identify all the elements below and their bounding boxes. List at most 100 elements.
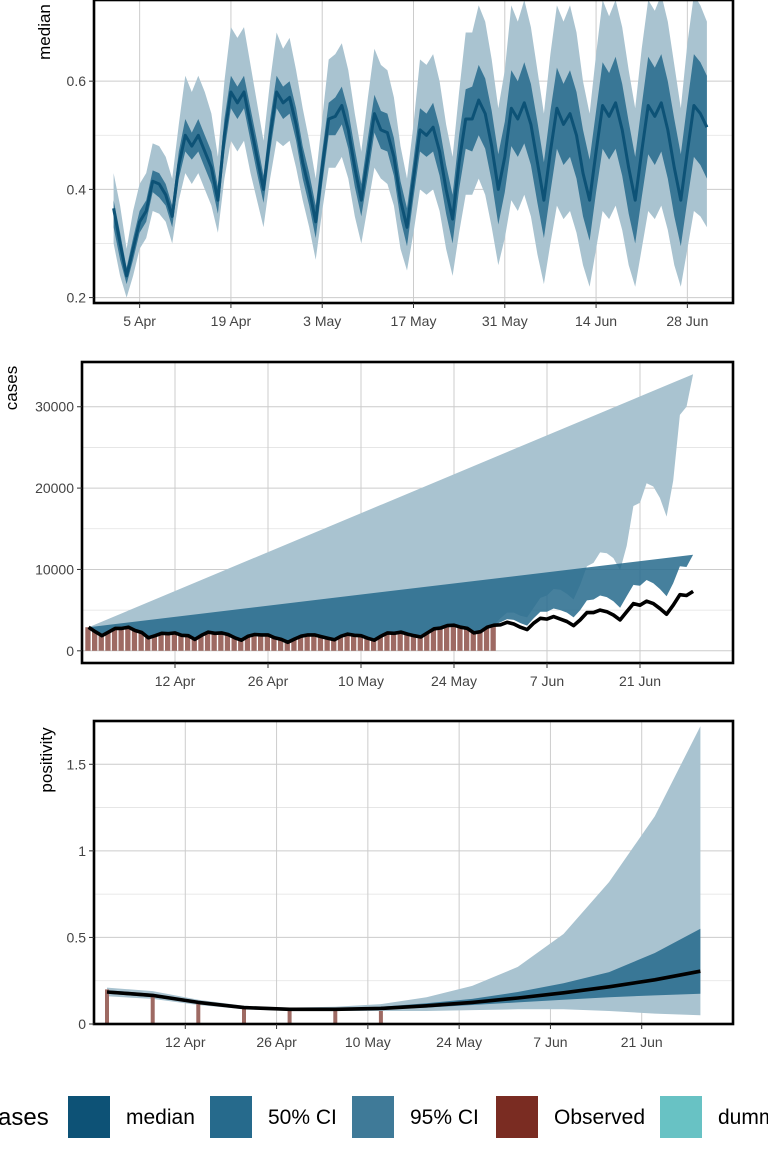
cases-panel-x-tick-label: 10 May: [338, 673, 384, 689]
cases-panel-frame: [80, 360, 735, 665]
median-panel: 0.2 0.4 0.6 5 Apr 19 Apr 3 May 17 May 31 May 14…: [35, 0, 735, 329]
observed-bar: [105, 632, 111, 651]
observed-bar: [444, 625, 450, 651]
observed-bar: [417, 637, 423, 651]
cases-panel-x-tick-label: 12 Apr: [155, 673, 196, 689]
observed-bar: [297, 636, 304, 651]
observed-bar: [464, 628, 470, 651]
observed-bar: [371, 640, 377, 651]
positivity-panel-ci50-band: [107, 928, 701, 1011]
positivity-panel-x-tick-label: 10 May: [345, 1034, 391, 1050]
cases-panel-y-tick-label: 10000: [35, 561, 74, 577]
observed-bar: [196, 1001, 201, 1024]
median-panel-x-tick-label: 31 May: [482, 313, 528, 329]
cases-panel-x-ticks: 12 Apr 26 Apr 10 May 24 May 7 Jun 21 Jun: [155, 663, 661, 689]
observed-bar: [337, 636, 344, 651]
legend-label: 50% CI: [268, 1106, 337, 1129]
observed-bar: [185, 635, 191, 651]
observed-bar: [450, 625, 456, 651]
positivity-panel-observed-bars: [105, 989, 383, 1024]
positivity-panel-estimate-line: [106, 969, 701, 1012]
cases-panel-ci50-area: [88, 554, 694, 643]
observed-bar: [191, 639, 197, 651]
observed-bar: [331, 639, 337, 651]
median-panel-x-tick-label: 28 Jun: [666, 313, 708, 329]
observed-bar: [118, 628, 124, 651]
observed-bar: [390, 633, 397, 651]
observed-bar: [490, 625, 496, 651]
observed-bar: [264, 634, 270, 651]
observed-bar: [410, 635, 417, 651]
observed-bar: [98, 635, 104, 651]
observed-bar: [158, 633, 164, 651]
positivity-panel-x-tick-label: 26 Apr: [256, 1034, 297, 1050]
median-panel-y-ticks: 0.2 0.4 0.6: [67, 73, 94, 306]
observed-bar: [404, 634, 410, 651]
observed-bar: [430, 628, 437, 651]
positivity-panel-ci95-area: [107, 726, 701, 1016]
observed-bar: [311, 634, 317, 651]
legend-label: Observed: [554, 1106, 645, 1129]
observed-bar: [287, 1011, 292, 1024]
observed-bar: [85, 627, 91, 651]
positivity-panel-ci50-area: [107, 928, 701, 1011]
observed-bar: [145, 637, 151, 651]
legend-items: median 50% CI 95% CI Observed dumm: [68, 1096, 768, 1138]
observed-bar: [304, 634, 310, 651]
observed-bar: [131, 630, 138, 651]
observed-bar: [218, 632, 224, 651]
observed-bar: [333, 1011, 338, 1024]
cases-panel-x-tick-label: 7 Jun: [530, 673, 564, 689]
observed-bar: [150, 994, 155, 1024]
observed-bar: [178, 635, 184, 651]
legend-label: dumm: [718, 1106, 768, 1129]
positivity-panel-y-tick-label: 0.5: [67, 929, 87, 945]
median-panel-median-line: [112, 90, 709, 278]
positivity-panel-median-line: [106, 969, 701, 1012]
cases-panel-estimate-line: [87, 589, 695, 645]
observed-bar: [483, 627, 490, 651]
legend-key: [496, 1096, 538, 1138]
observed-bar: [165, 633, 171, 651]
observed-bar: [424, 632, 430, 651]
legend: ases median 50% CI 95% CI Observed dumm: [0, 1096, 768, 1138]
positivity-panel-y-tick-label: 1: [78, 843, 86, 859]
observed-bar: [357, 635, 363, 651]
observed-bar: [278, 639, 284, 651]
median-panel-y-tick-label: 0.6: [67, 73, 87, 89]
positivity-panel-x-tick-label: 21 Jun: [621, 1034, 663, 1050]
median-panel-x-tick-label: 5 Apr: [123, 313, 156, 329]
median-panel-x-tick-label: 14 Jun: [575, 313, 617, 329]
observed-bar: [470, 632, 476, 651]
legend-label: 95% CI: [410, 1106, 479, 1129]
cases-panel-y-ticks: 0 10000 20000 30000: [35, 399, 82, 659]
cases-panel-y-tick-label: 20000: [35, 480, 74, 496]
observed-bar: [251, 634, 257, 651]
median-panel-y-axis-title: median: [35, 4, 54, 60]
cases-panel: 0 10000 20000 30000 12 Apr 26 Apr 10 May 24 Ma…: [2, 360, 735, 689]
positivity-panel-y-ticks: 0 0.5 1 1.5: [67, 756, 94, 1032]
median-panel-x-tick-label: 17 May: [391, 313, 437, 329]
positivity-panel-border: [92, 719, 735, 1026]
cases-panel-observed-bars: [85, 625, 496, 651]
observed-bar: [244, 636, 251, 651]
cases-panel-median-line: [87, 589, 695, 645]
observed-bar: [271, 637, 277, 651]
observed-bar: [351, 635, 357, 651]
observed-bar: [224, 634, 231, 651]
observed-bar: [364, 638, 370, 651]
positivity-panel: 0 0.5 1 1.5 12 Apr 26 Apr 10 May 24 May 7 Jun 21…: [37, 719, 735, 1050]
positivity-panel-frame: [92, 719, 735, 1026]
observed-bar: [92, 631, 98, 651]
legend-key: [68, 1096, 110, 1138]
observed-bar: [151, 635, 157, 651]
positivity-panel-ci95-band: [107, 726, 701, 1016]
cases-panel-ci50-band: [88, 554, 694, 643]
observed-bar: [138, 632, 144, 651]
legend-key: [210, 1096, 252, 1138]
observed-bar: [125, 627, 131, 651]
legend-key: [660, 1096, 702, 1138]
cases-panel-y-tick-label: 0: [66, 643, 74, 659]
observed-bar: [204, 632, 211, 651]
median-panel-x-ticks: 5 Apr 19 Apr 3 May 17 May 31 May 14 Jun 28 Jun: [123, 303, 708, 329]
